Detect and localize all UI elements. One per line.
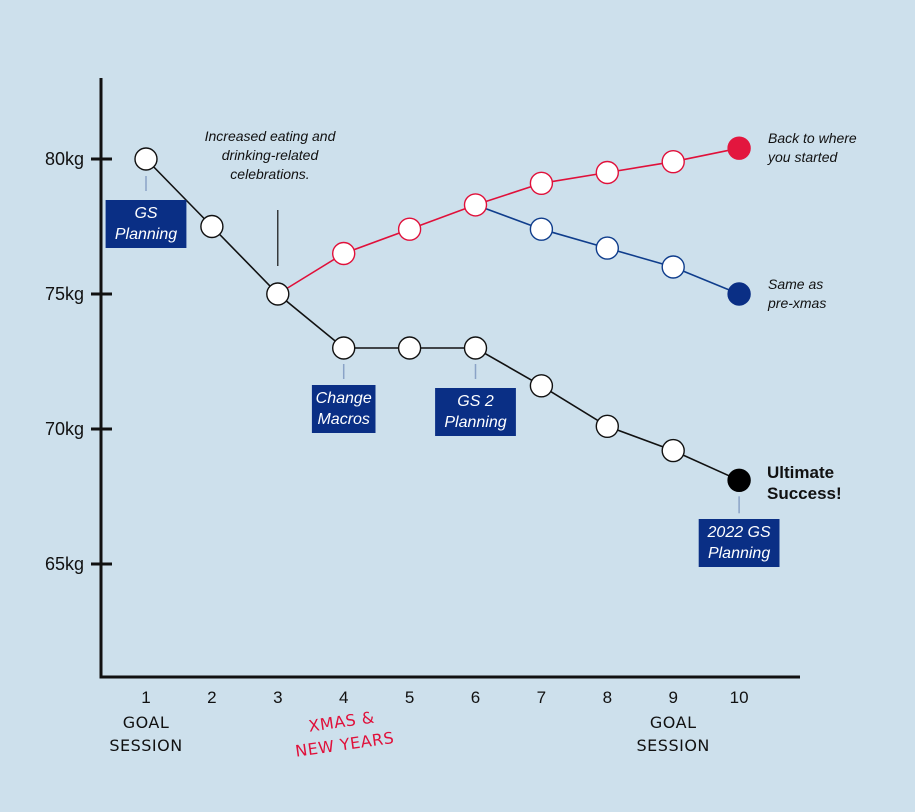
x-tick-label: 7	[537, 688, 546, 707]
annotation-back-to-start: you started	[767, 149, 838, 165]
under-axis-label: GOAL	[650, 713, 697, 732]
tag-label: GS	[134, 205, 157, 222]
annotation-ultimate-success: Ultimate	[767, 463, 834, 482]
data-points	[134, 136, 751, 492]
annotation-same-as-pre-xmas: pre-xmas	[767, 295, 826, 311]
tag-box	[435, 388, 516, 436]
planning-tag: GS 2 Planning	[435, 388, 516, 436]
data-point	[661, 149, 685, 174]
under-axis-label: GOAL	[123, 713, 170, 732]
data-point	[529, 171, 554, 196]
tag-label: Macros	[317, 411, 369, 428]
data-point	[595, 414, 619, 438]
under-axis-label: SESSION	[109, 736, 182, 755]
y-tick-label: 70kg	[45, 419, 84, 439]
series-end-point	[727, 136, 751, 160]
series-end-point	[727, 282, 751, 306]
planning-tag: Change Macros	[311, 385, 376, 433]
data-point	[332, 241, 356, 266]
y-tick-label: 75kg	[45, 284, 84, 304]
tag-box	[105, 200, 187, 248]
x-tick-label: 1	[141, 688, 150, 707]
planning-tag: GS Planning	[105, 200, 187, 248]
tag-label: Change	[316, 390, 372, 407]
data-point	[332, 336, 356, 360]
data-point	[266, 282, 290, 306]
data-point	[595, 236, 619, 260]
planning-tag: 2022 GS Planning	[698, 519, 780, 567]
x-tick-label: 3	[273, 688, 282, 707]
data-point	[661, 438, 685, 463]
under-axis-label: SESSION	[637, 736, 710, 755]
annotation-same-as-pre-xmas: Same as	[768, 276, 823, 292]
data-point	[529, 217, 554, 241]
x-tick-label: 6	[471, 688, 480, 707]
tag-label: Planning	[708, 545, 770, 562]
tag-box	[698, 519, 780, 567]
y-tick-label: 65kg	[45, 554, 84, 574]
x-tick-label: 5	[405, 688, 414, 707]
tag-label: GS 2	[457, 393, 494, 410]
y-tick-label: 80kg	[45, 149, 84, 169]
data-point	[200, 214, 224, 239]
annotation-connectors	[145, 176, 740, 514]
data-point	[463, 336, 488, 360]
data-point	[463, 193, 488, 217]
x-tick-label: 4	[339, 688, 348, 707]
tag-label: Planning	[444, 414, 506, 431]
axes: 80kg 75kg 70kg 65kg 1 2 3 4 5 6 7 8 9 10	[45, 78, 800, 707]
tag-box	[311, 385, 376, 433]
annotations: Increased eating and drinking-related cele…	[205, 128, 857, 503]
data-point	[134, 147, 158, 171]
under-axis-note: GOAL SESSION	[637, 713, 710, 755]
tag-label: Planning	[115, 226, 177, 243]
x-tick-label: 10	[730, 688, 749, 707]
annotation-back-to-start: Back to where	[768, 130, 857, 146]
under-axis-note: XMAS &NEW YEARS	[294, 708, 395, 761]
under-axis-note: GOAL SESSION	[109, 713, 182, 755]
under-axis-notes: GOAL SESSION XMAS &NEW YEARS GOAL SESSION	[109, 708, 710, 761]
annotation-increased-eating: drinking-related	[222, 147, 320, 163]
data-point	[397, 336, 422, 360]
x-tick-label: 8	[603, 688, 612, 707]
data-point	[529, 374, 554, 398]
data-point	[595, 160, 619, 185]
annotation-increased-eating: celebrations.	[230, 166, 309, 182]
series-line-1	[145, 158, 740, 482]
annotation-ultimate-success: Success!	[767, 484, 842, 503]
tag-label: 2022 GS	[707, 524, 771, 541]
x-tick-label: 9	[668, 688, 677, 707]
series-end-point	[727, 468, 751, 492]
data-point	[397, 217, 422, 241]
x-tick-label: 2	[207, 688, 216, 707]
annotation-increased-eating: Increased eating and	[205, 128, 337, 144]
data-point	[661, 255, 685, 279]
